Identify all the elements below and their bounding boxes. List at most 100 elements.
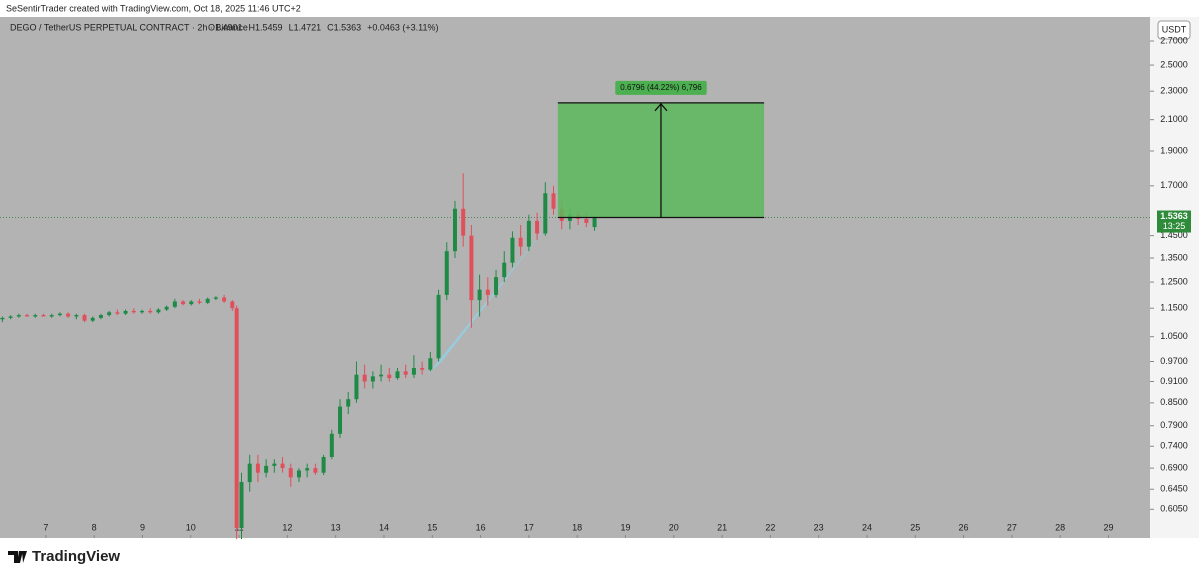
y-tick-label: 1.2500	[1160, 276, 1188, 286]
candle-body	[148, 310, 153, 313]
candle-body	[33, 315, 38, 317]
ohlc-value: L1.4721	[289, 22, 322, 32]
candle-body	[338, 406, 343, 434]
candle-body	[255, 463, 260, 473]
candle-body	[379, 374, 384, 377]
candle-body	[420, 368, 425, 370]
x-tick-label: 19	[620, 522, 630, 532]
candle-body	[66, 313, 71, 317]
candle-body	[370, 376, 375, 382]
candle-body	[222, 297, 227, 302]
candle-body	[90, 317, 95, 321]
candle-body	[510, 237, 515, 263]
x-tick-label: 18	[572, 522, 582, 532]
candle-body	[477, 289, 482, 301]
y-tick-label: 0.6900	[1160, 463, 1188, 473]
candle-body	[205, 298, 210, 303]
ohlc-value: C1.5363	[327, 22, 361, 32]
y-tick-label: 2.7000	[1160, 35, 1188, 45]
ohlc-value: +0.0463 (+3.11%)	[367, 22, 438, 32]
last-price-label: 1.5363	[1160, 211, 1188, 221]
y-tick-label: 0.9100	[1160, 376, 1188, 386]
candle-body	[107, 312, 112, 316]
y-tick-label: 0.7900	[1160, 420, 1188, 430]
y-tick-label: 1.1500	[1160, 303, 1188, 313]
x-tick-label: 26	[959, 522, 969, 532]
candle-body	[494, 277, 499, 295]
ohlc-legend: O1.4901 H1.5459 L1.4721 C1.5363 +0.0463 (+3.…	[208, 22, 439, 32]
x-tick-label: 20	[669, 522, 679, 532]
candle-body	[280, 463, 285, 469]
brand: TradingView	[32, 548, 120, 565]
y-tick-label: 0.6050	[1160, 504, 1188, 514]
candle-body	[296, 470, 301, 478]
candle-body	[526, 220, 531, 247]
x-tick-label: 7	[43, 522, 48, 532]
currency-button[interactable]	[1157, 20, 1191, 40]
measure-label: 0.6796 (44.22%) 6,796	[620, 83, 702, 92]
candle-body	[485, 289, 490, 295]
candle-body	[444, 251, 449, 295]
candle-body	[395, 371, 400, 379]
candle-body	[264, 465, 269, 473]
price-axis	[1150, 17, 1199, 538]
y-tick-label: 1.9000	[1160, 145, 1188, 155]
y-tick-label: 0.7400	[1160, 441, 1188, 451]
candle-body	[354, 374, 359, 400]
x-tick-label: 29	[1103, 522, 1113, 532]
x-tick-label: 22	[765, 522, 775, 532]
candle-body	[41, 315, 46, 317]
candle-body	[535, 220, 540, 234]
y-tick-label: 1.3500	[1160, 252, 1188, 262]
candle-body	[156, 309, 161, 313]
x-tick-label: 25	[910, 522, 920, 532]
countdown-label: 13:25	[1163, 221, 1186, 231]
x-tick-label: 28	[1055, 522, 1065, 532]
candle-body	[329, 433, 334, 457]
plot-background	[0, 17, 1150, 538]
candle-body	[239, 482, 244, 528]
candle-body	[82, 315, 87, 321]
candle-body	[362, 374, 367, 382]
candle-body	[181, 301, 186, 305]
candle-body	[197, 301, 202, 303]
y-tick-label: 1.0500	[1160, 331, 1188, 341]
candle-body	[164, 306, 169, 310]
arrow-head	[654, 102, 668, 112]
candle-body	[115, 312, 120, 314]
candle-body	[98, 315, 103, 318]
candle-body	[543, 193, 548, 234]
candle-body	[305, 468, 310, 471]
candle-body	[592, 217, 597, 228]
y-tick-label: 0.6450	[1160, 484, 1188, 494]
y-tick-label: 1.4500	[1160, 230, 1188, 240]
y-tick-label: 2.5000	[1160, 59, 1188, 69]
currency-label[interactable]: USDT	[1162, 24, 1187, 34]
x-tick-label: 11	[234, 522, 243, 532]
x-tick-label: 21	[717, 522, 727, 532]
symbol: DEGO / TetherUS PERPETUAL CONTRACT · 2h …	[10, 22, 248, 32]
candle-body	[189, 301, 194, 305]
y-tick-label: 2.1000	[1160, 114, 1188, 124]
x-tick-label: 16	[476, 522, 486, 532]
candle-body	[272, 463, 277, 466]
x-tick-label: 8	[92, 522, 97, 532]
x-tick-label: 27	[1007, 522, 1017, 532]
candle-body	[452, 208, 457, 252]
last-price-tag	[1157, 210, 1191, 233]
candle-body	[213, 297, 218, 299]
x-tick-label: 14	[379, 522, 389, 532]
candle-body	[584, 218, 589, 223]
x-tick-label: 23	[814, 522, 824, 532]
candle-body	[313, 468, 318, 473]
x-tick-label: 15	[427, 522, 437, 532]
candle-body	[123, 310, 128, 314]
candle-body	[518, 237, 523, 247]
candle-body	[25, 315, 30, 317]
candle-body	[428, 358, 433, 370]
candle-body	[469, 235, 474, 301]
candle-body	[346, 399, 351, 407]
ohlc-value: H1.5459	[249, 22, 283, 32]
x-tick-label: 24	[862, 522, 872, 532]
